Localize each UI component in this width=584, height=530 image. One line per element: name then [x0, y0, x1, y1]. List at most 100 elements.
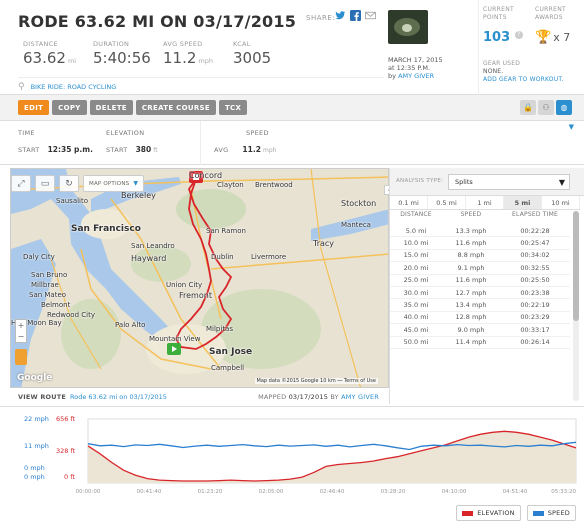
tab-split-distance[interactable]: 10 mi: [542, 196, 580, 209]
stat-distance: DISTANCE 63.62 mi: [23, 40, 93, 67]
elevation-tick-label: 328 ft: [56, 447, 76, 455]
collapse-icon[interactable]: ▼: [568, 123, 574, 131]
chart-legend: ELEVATION SPEED: [456, 505, 576, 521]
table-cell: 13.4 mph: [455, 301, 487, 310]
table-row: 5.0 mi 13.3 mph 00:22:28: [390, 225, 570, 238]
activity-type-link[interactable]: BIKE RIDE: ROAD CYCLING: [30, 83, 117, 91]
stat-value: 5:40:56: [93, 49, 163, 67]
city-label: Sausalito: [56, 197, 89, 205]
map-start-marker[interactable]: [167, 343, 181, 355]
table-cell: 11.6 mph: [455, 276, 487, 285]
fullscreen-icon[interactable]: ⤢: [11, 175, 31, 192]
x-tick-label: 03:28:20: [381, 489, 406, 495]
awards-column: CURRENT AWARDS 🏆 x 7: [535, 6, 584, 45]
stat-unit: mph: [198, 57, 213, 65]
stat-avg-speed: AVG SPEED 11.2 mph: [163, 40, 233, 67]
table-row: 15.0 mi 8.8 mph 00:34:02: [390, 250, 570, 263]
analysis-type-value: Splits: [455, 178, 473, 186]
create-course-button[interactable]: CREATE COURSE: [135, 100, 216, 115]
table-cell: 12.7 mph: [455, 288, 487, 297]
add-gear-link[interactable]: ADD GEAR TO WORKOUT.: [483, 76, 564, 83]
user-avatar[interactable]: [388, 10, 428, 44]
share-icons: [335, 10, 376, 21]
column-header: ELAPSED TIME: [512, 211, 558, 218]
street-view-icon[interactable]: [15, 349, 27, 365]
table-row: 10.0 mi 11.6 mph 00:25:47: [390, 237, 570, 250]
map-options-label: MAP OPTIONS: [89, 180, 130, 187]
legend-elevation[interactable]: ELEVATION: [456, 505, 521, 521]
copy-button[interactable]: COPY: [52, 100, 87, 115]
start-label: START: [18, 146, 40, 154]
chevron-down-icon: ▼: [133, 180, 139, 187]
stat-number: 3005: [233, 49, 272, 67]
city-label: Belmont: [41, 301, 71, 309]
chevron-down-icon: ▼: [558, 177, 565, 187]
legend-speed[interactable]: SPEED: [526, 505, 576, 521]
table-row: 45.0 mi 9.0 mph 00:33:17: [390, 324, 570, 337]
workout-stats: DISTANCE 63.62 mi DURATION 5:40:56 AVG SP…: [23, 40, 303, 67]
legend-elevation-label: ELEVATION: [477, 509, 515, 517]
table-cell: 20.0 mi: [403, 263, 429, 272]
edit-button[interactable]: EDIT: [18, 100, 50, 115]
avg-label: AVG: [214, 146, 229, 154]
stat-number: 5:40:56: [93, 49, 151, 67]
action-toolbar: EDIT COPY DELETE CREATE COURSE TCX 🔒 ⚇ ◍: [0, 95, 584, 121]
trophy-icon: 🏆: [535, 30, 552, 45]
refresh-icon[interactable]: ↻: [59, 175, 79, 192]
facebook-icon[interactable]: [350, 10, 361, 21]
table-cell: 8.8 mph: [457, 251, 485, 260]
scrollbar[interactable]: [573, 211, 579, 401]
map-finish-marker[interactable]: [189, 171, 203, 183]
gear-label: GEAR USED: [483, 60, 521, 67]
x-tick-label: 02:46:40: [320, 489, 345, 495]
tab-split-distance[interactable]: 0.1 mi: [390, 196, 428, 209]
author-link[interactable]: AMY GIVER: [398, 72, 435, 80]
tab-split-distance[interactable]: 0.5 mi: [428, 196, 466, 209]
lock-icon[interactable]: 🔒: [520, 100, 536, 115]
route-link[interactable]: Rode 63.62 mi on 03/17/2015: [70, 393, 167, 401]
twitter-icon[interactable]: [335, 10, 346, 21]
speed-value: 11.2: [242, 145, 261, 154]
table-cell: 00:26:14: [520, 338, 550, 347]
speed-unit: mph: [263, 147, 277, 154]
route-map[interactable]: Concord Clayton Brentwood Berkeley Sausalito…: [10, 168, 389, 388]
stat-label: AVG SPEED: [163, 40, 203, 48]
mapped-user-link[interactable]: AMY GIVER: [341, 393, 379, 401]
friends-icon[interactable]: ⚇: [538, 100, 554, 115]
map-options-dropdown[interactable]: MAP OPTIONS ▼: [83, 175, 145, 192]
city-label: San Ramon: [206, 227, 246, 235]
action-buttons: EDIT COPY DELETE CREATE COURSE TCX: [18, 100, 248, 115]
awards-value[interactable]: 🏆 x 7: [535, 30, 584, 45]
city-label: Mountain View: [149, 335, 201, 343]
city-label: San Mateo: [29, 291, 67, 299]
table-cell: 35.0 mi: [403, 301, 429, 310]
email-icon[interactable]: [365, 10, 376, 21]
table-row: 30.0 mi 12.7 mph 00:23:38: [390, 287, 570, 300]
tcx-button[interactable]: TCX: [218, 100, 248, 115]
privacy-buttons: 🔒 ⚇ ◍: [520, 100, 572, 115]
video-icon[interactable]: ▭: [35, 175, 55, 192]
table-cell: 00:32:55: [520, 263, 550, 272]
help-icon[interactable]: ?: [514, 30, 523, 39]
table-row: 35.0 mi 13.4 mph 00:22:19: [390, 299, 570, 312]
x-tick-label: 04:10:00: [442, 489, 467, 495]
tab-split-distance[interactable]: 5 mi: [504, 196, 542, 209]
city-label: Redwood City: [47, 311, 95, 319]
table-cell: 00:23:38: [520, 288, 550, 297]
globe-icon[interactable]: ◍: [556, 100, 572, 115]
speed-value-group: 11.2 mph: [242, 145, 276, 154]
table-cell: 25.0 mi: [403, 276, 429, 285]
analysis-type-select[interactable]: Splits ▼: [448, 174, 570, 190]
scrollbar-thumb[interactable]: [573, 211, 579, 321]
city-label: San Jose: [209, 347, 253, 357]
tab-split-distance[interactable]: 1 mi: [466, 196, 504, 209]
city-label: Clayton: [217, 181, 244, 189]
table-row: 20.0 mi 9.1 mph 00:32:55: [390, 262, 570, 275]
city-label: San Bruno: [31, 271, 68, 279]
delete-button[interactable]: DELETE: [89, 100, 133, 115]
table-cell: 15.0 mi: [403, 251, 429, 260]
elevation-row: START 380 ft: [106, 145, 158, 154]
split-tabs: 0.1 mi 0.5 mi 1 mi 5 mi 10 mi: [390, 196, 580, 210]
zoom-control[interactable]: + −: [15, 319, 27, 343]
